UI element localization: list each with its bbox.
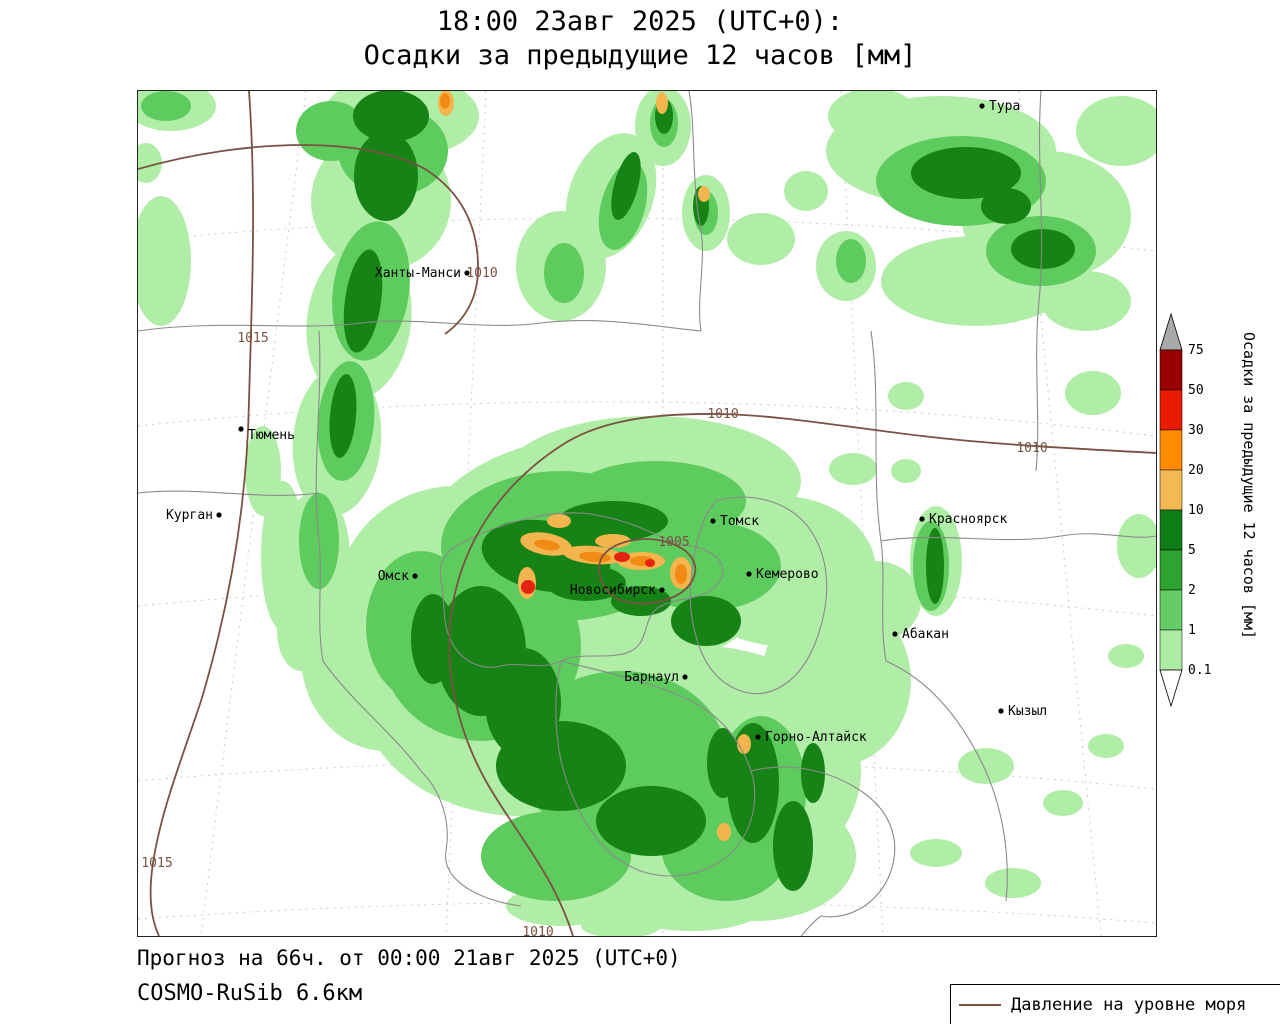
pressure-line-sample — [959, 1003, 1001, 1006]
city-label: Ханты-Манси — [375, 266, 461, 281]
city-marker-group: Тюмень — [238, 426, 295, 443]
city-label: Курган — [166, 508, 213, 523]
city-label: Кемерово — [756, 567, 819, 582]
city-marker-group: Барнаул — [624, 670, 688, 685]
city-dot — [998, 708, 1004, 714]
isobar-value-label: 1010 — [466, 266, 497, 281]
colorbar-overflow-arrow — [1159, 312, 1183, 351]
colorbar-band — [1159, 389, 1183, 431]
colorbar-tick-label: 5 — [1188, 543, 1196, 558]
city-label: Барнаул — [624, 670, 679, 685]
city-dot — [892, 631, 898, 637]
city-dot — [659, 587, 665, 593]
city-marker-group: Курган — [166, 508, 222, 523]
colorbar-band — [1159, 349, 1183, 391]
colorbar-tick-label: 30 — [1188, 423, 1204, 438]
city-marker-group: Красноярск — [919, 512, 1007, 527]
city-dot — [746, 571, 752, 577]
map-title-datetime: 18:00 23авг 2025 (UTC+0): — [436, 6, 844, 37]
pressure-legend: Давление на уровне моря — [950, 984, 1280, 1024]
isobar-value-label: 1010 — [522, 925, 553, 936]
isobar-value-label: 1010 — [707, 407, 738, 422]
city-label: Кызыл — [1008, 704, 1047, 719]
colorbar-axis-title: Осадки за предыдущие 12 часов [мм] — [1240, 332, 1258, 639]
colorbar-tick-label: 0.1 — [1188, 663, 1211, 678]
city-dot — [755, 734, 761, 740]
city-marker-group: Омск — [378, 569, 418, 584]
city-dot — [412, 573, 418, 579]
city-label: Тюмень — [248, 428, 295, 443]
city-label: Тура — [989, 99, 1020, 114]
isobar-value-label: 1015 — [237, 331, 268, 346]
city-label: Новосибирск — [570, 583, 656, 598]
map-svg: 1015 1010 1010 1010 1005 1015 1010 Тура Ханты-М… — [138, 91, 1156, 936]
colorbar-band — [1159, 549, 1183, 591]
colorbar-tick-label: 10 — [1188, 503, 1204, 518]
forecast-info: Прогноз на 66ч. от 00:00 21авг 2025 (UTC… — [137, 946, 681, 970]
city-dot — [682, 674, 688, 680]
isobar-lines — [138, 91, 1156, 936]
isobar-labels-layer: 1015 1010 1010 1010 1005 1015 1010 — [141, 266, 1047, 936]
colorbar-band — [1159, 589, 1183, 631]
city-marker-group: Кызыл — [998, 704, 1047, 719]
model-name: COSMO-RuSib 6.6км — [137, 981, 363, 1006]
colorbar-band — [1159, 629, 1183, 671]
admin-borders — [138, 91, 1156, 936]
city-marker-group: Ханты-Манси — [375, 266, 470, 281]
city-dot — [979, 103, 985, 109]
colorbar-tick-label: 2 — [1188, 583, 1196, 598]
city-label: Красноярск — [929, 512, 1007, 527]
colorbar-band — [1159, 469, 1183, 511]
isobar-value-label: 1015 — [141, 856, 172, 871]
precip-red-layer — [521, 552, 655, 594]
map-title-variable: Осадки за предыдущие 12 часов [мм] — [363, 40, 917, 71]
city-dot — [710, 518, 716, 524]
colorbar-tick-label: 75 — [1188, 343, 1204, 358]
city-marker-group: Абакан — [892, 627, 949, 642]
isobar-value-label: 1005 — [658, 535, 689, 550]
colorbar-band — [1159, 429, 1183, 471]
city-marker-group: Новосибирск — [570, 583, 665, 598]
colorbar-tick-label: 20 — [1188, 463, 1204, 478]
precip-dark-layer — [329, 91, 1075, 891]
colorbar-underflow-arrow — [1159, 669, 1183, 708]
city-dot — [919, 516, 925, 522]
map-canvas: 1015 1010 1010 1010 1005 1015 1010 Тура Ханты-М… — [137, 90, 1157, 937]
colorbar-tick-label: 50 — [1188, 383, 1204, 398]
city-layer: Тура Ханты-Манси Тюмень Курган Омск Томск Кеме… — [166, 99, 1047, 745]
isobar-value-label: 1010 — [1016, 441, 1047, 456]
city-label: Абакан — [902, 627, 949, 642]
city-label: Горно-Алтайск — [765, 730, 867, 745]
city-label: Томск — [720, 514, 759, 529]
city-marker-group: Тура — [979, 99, 1020, 114]
city-marker-group: Томск — [710, 514, 759, 529]
city-marker-group: Горно-Алтайск — [755, 730, 867, 745]
city-dot — [238, 426, 244, 432]
precip-colorbar: 75 50 30 20 10 5 2 1 0.1 Осадки за предыдущие 12 … — [1159, 312, 1258, 708]
colorbar-band — [1159, 509, 1183, 551]
pressure-legend-label: Давление на уровне моря — [1011, 994, 1247, 1015]
city-marker-group: Кемерово — [746, 567, 819, 582]
city-dot — [216, 512, 222, 518]
colorbar-tick-label: 1 — [1188, 623, 1196, 638]
city-dot — [464, 270, 470, 276]
city-label: Омск — [378, 569, 409, 584]
